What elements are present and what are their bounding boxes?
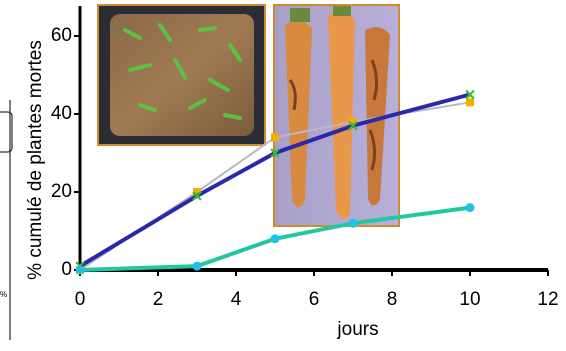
x-axis-label: jours	[336, 319, 378, 340]
marker	[466, 203, 475, 212]
y-axis-label: % cumulé de plantes mortes	[25, 40, 46, 280]
photo-carrots	[274, 5, 399, 226]
marker	[76, 266, 85, 275]
page: % % cumulé de plantes mortes jours 02040…	[0, 0, 566, 351]
y-tick-label: 0	[61, 259, 72, 280]
x-tick-label: 6	[309, 289, 320, 310]
x-tick-label: 8	[387, 289, 398, 310]
x-tick-label: 4	[231, 289, 242, 310]
marker	[271, 234, 280, 243]
x-tick-label: 10	[459, 289, 480, 310]
y-tick-label: 40	[51, 103, 72, 124]
marker	[466, 98, 474, 106]
x-tick-label: 12	[537, 289, 558, 310]
x-tick-label: 2	[153, 289, 164, 310]
photo-seedlings	[98, 5, 265, 145]
chart: % % cumulé de plantes mortes jours 02040…	[0, 0, 566, 346]
x-tick-label: 0	[75, 289, 86, 310]
marker	[271, 133, 279, 141]
y-tick-label: 20	[51, 181, 72, 202]
marker	[349, 219, 358, 228]
annotation: %	[0, 290, 7, 299]
y-tick-label: 60	[51, 25, 72, 46]
marker	[193, 262, 202, 271]
